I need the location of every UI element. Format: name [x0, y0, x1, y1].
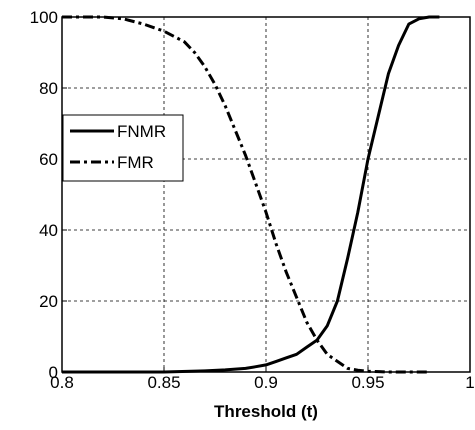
legend-label-fmr: FMR — [117, 153, 154, 172]
y-tick-label: 100 — [30, 8, 58, 27]
plot-series — [62, 15, 440, 374]
y-tick-label: 40 — [39, 221, 58, 240]
legend-label-fnmr: FNMR — [117, 122, 166, 141]
x-tick-label: 0.85 — [147, 373, 180, 392]
legend: FNMR FMR — [62, 114, 184, 182]
x-tick-label: 0.9 — [254, 373, 278, 392]
x-tick-label: 0.95 — [351, 373, 384, 392]
y-tick-label: 80 — [39, 79, 58, 98]
legend-box — [62, 114, 184, 182]
series-line-fnmr — [62, 15, 440, 374]
series-line-fmr — [62, 15, 430, 374]
y-tick-label: 20 — [39, 292, 58, 311]
x-tick-label: 0.8 — [50, 373, 74, 392]
x-axis-ticks: 0.8 0.85 0.9 0.95 1 — [50, 367, 475, 392]
x-axis-title: Threshold (t) — [214, 402, 318, 421]
y-axis-ticks: 0 20 40 60 80 100 — [30, 8, 67, 382]
grid — [62, 17, 470, 372]
y-tick-label: 60 — [39, 150, 58, 169]
x-tick-label: 1 — [465, 373, 474, 392]
y-tick-label: 0 — [49, 363, 58, 382]
